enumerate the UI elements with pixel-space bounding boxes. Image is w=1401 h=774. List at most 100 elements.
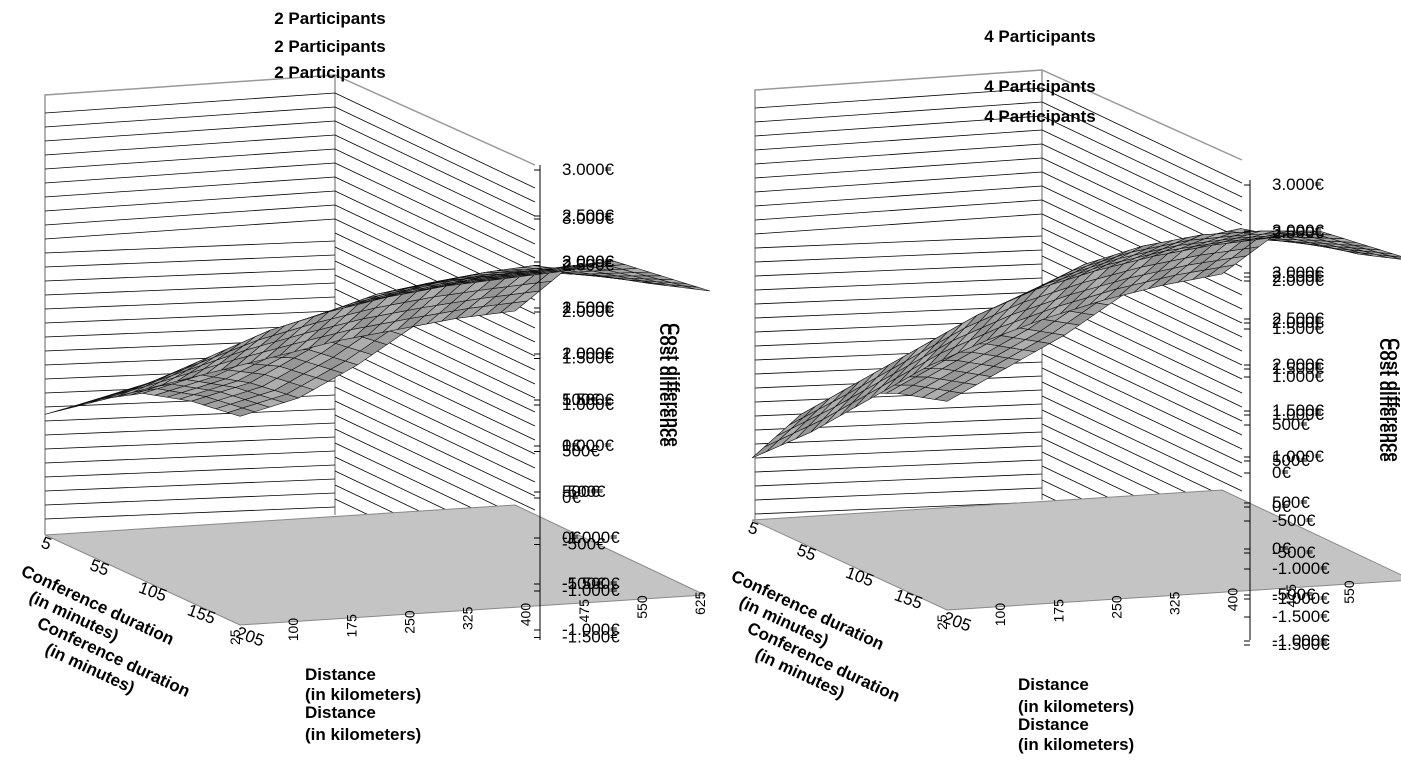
z-tick-label: 2.000€ bbox=[562, 302, 615, 321]
z-tick-label: 3.000€ bbox=[1272, 221, 1325, 240]
z-tick-label: -500€ bbox=[562, 482, 606, 501]
wall-gridline bbox=[44, 176, 336, 198]
z-axis-ticks: 3.000€2.500€2.000€1.500€1.000€500€0€-500… bbox=[534, 160, 620, 593]
wall-gridline bbox=[44, 436, 336, 450]
wall-gridline bbox=[754, 291, 1043, 305]
wall-gridline bbox=[44, 464, 336, 478]
z-tick-label: 2.000€ bbox=[562, 252, 615, 271]
wall-gridline bbox=[44, 204, 336, 226]
wall-gridline bbox=[1041, 381, 1243, 478]
wall-gridline bbox=[44, 506, 336, 520]
wall-gridline bbox=[1041, 87, 1243, 184]
z-tick-label: 1.000€ bbox=[562, 395, 615, 414]
z-tick-label: 1.500€ bbox=[1272, 319, 1325, 338]
z-tick-label: -1.000€ bbox=[1272, 631, 1330, 650]
wall-gridline bbox=[334, 372, 536, 469]
wall-gridline bbox=[334, 92, 536, 189]
wall-gridline bbox=[334, 176, 536, 273]
z-tick-label: 500€ bbox=[562, 482, 600, 501]
z-axis-ticks: 3.000€2.500€2.000€1.500€1.000€500€0€-500… bbox=[1244, 221, 1330, 654]
chart-title: 2 Participants bbox=[274, 9, 386, 28]
wall-frame bbox=[754, 69, 1243, 520]
x-tick-label: 175 bbox=[343, 614, 359, 638]
wall-gridline bbox=[754, 213, 1043, 235]
z-tick-label: -1.000€ bbox=[562, 528, 620, 547]
z-tick-label: -1.000€ bbox=[562, 620, 620, 639]
z-tick-label: 0€ bbox=[562, 528, 581, 547]
wall-gridline bbox=[334, 148, 536, 245]
wall-gridline bbox=[334, 358, 536, 455]
z-tick-label: 0€ bbox=[1272, 463, 1291, 482]
z-axis-ticks: 3.000€2.500€2.000€1.500€1.000€500€0€-500… bbox=[1244, 175, 1330, 626]
x-tick-label: 175 bbox=[1050, 599, 1066, 623]
z-tick-label: 0€ bbox=[562, 488, 581, 507]
surface-cell bbox=[751, 439, 780, 459]
z-tick-label: 2.000€ bbox=[1272, 313, 1325, 332]
wall-gridline bbox=[44, 478, 336, 492]
chart-title: 4 Participants bbox=[984, 107, 1096, 126]
z-tick-label: 2.000€ bbox=[1272, 271, 1325, 290]
z-tick-label: 3.000€ bbox=[1272, 175, 1325, 194]
wall-gridline bbox=[44, 106, 336, 128]
z-tick-label: 1.500€ bbox=[1272, 359, 1325, 378]
wall-gridline bbox=[1041, 409, 1243, 506]
z-tick-label: -1.000€ bbox=[1272, 589, 1330, 608]
wall-gridline bbox=[754, 157, 1043, 179]
wall-gridline bbox=[1041, 325, 1243, 422]
z-tick-label: 2.500€ bbox=[1272, 223, 1325, 242]
wall-gridline bbox=[44, 254, 336, 268]
x-tick-label: 400 bbox=[1225, 588, 1241, 612]
z-tick-label: 1.000€ bbox=[562, 436, 615, 455]
wall-gridline bbox=[754, 129, 1043, 151]
wall-gridline bbox=[44, 134, 336, 156]
wall-gridline bbox=[44, 240, 336, 254]
wall-gridline bbox=[754, 389, 1043, 403]
wall-gridline bbox=[334, 400, 536, 497]
chart-title: 4 Participants bbox=[984, 27, 1096, 46]
wall-gridline bbox=[44, 422, 336, 436]
chart-panel-1: 2 Participants 2 Participants 2 Participan… bbox=[18, 9, 711, 744]
x-axis-label: Distance bbox=[305, 665, 376, 684]
z-axis-ticks: 3.000€2.500€2.000€1.500€1.000€500€0€-500… bbox=[1244, 263, 1330, 650]
z-tick-label: -1.000€ bbox=[562, 581, 620, 600]
x-tick-label: 25 bbox=[934, 614, 950, 630]
z-tick-label: -1.500€ bbox=[562, 574, 620, 593]
wall-gridline bbox=[44, 92, 336, 114]
z-axis-label: Cost difference bbox=[1376, 338, 1395, 462]
z-tick-label: 0€ bbox=[1272, 539, 1291, 558]
z-tick-label: 2.000€ bbox=[562, 344, 615, 363]
x-tick-label: 625 bbox=[692, 591, 708, 615]
wall-gridline bbox=[44, 492, 336, 506]
chart-title: 2 Participants bbox=[274, 37, 386, 56]
wall-gridline bbox=[754, 263, 1043, 277]
wall-gridline bbox=[1041, 353, 1243, 450]
z-axis-label: Cost difference bbox=[656, 323, 675, 447]
x-axis-ticks: 25 100 175 250 325 400 475 550 625 bbox=[227, 591, 708, 645]
wall-gridline bbox=[1041, 101, 1243, 198]
wall-gridline bbox=[44, 218, 336, 240]
z-tick-label: -500€ bbox=[1272, 585, 1316, 604]
z-tick-label: 1.500€ bbox=[562, 390, 615, 409]
wall-gridline bbox=[754, 459, 1043, 473]
x-axis-label: Distance bbox=[1018, 675, 1089, 694]
z-tick-label: 500€ bbox=[1272, 493, 1310, 512]
wall-gridline bbox=[334, 162, 536, 259]
surface-cell bbox=[499, 300, 529, 314]
wall-gridline bbox=[1041, 115, 1243, 212]
z-tick-label: -1.500€ bbox=[1272, 607, 1330, 626]
z-axis-ticks: 3.000€2.500€2.000€1.500€1.000€500€0€-500… bbox=[534, 209, 620, 647]
z-axis-ticks: 3.000€2.500€2.000€1.500€1.000€500€0€-500… bbox=[534, 252, 620, 639]
x-tick-label: 550 bbox=[1341, 580, 1357, 604]
z-tick-label: 3.000€ bbox=[1272, 263, 1325, 282]
wall-gridline bbox=[1041, 143, 1243, 240]
z-tick-label: 3.000€ bbox=[562, 209, 615, 228]
z-tick-label: 3.000€ bbox=[562, 160, 615, 179]
wall-gridline bbox=[754, 501, 1043, 515]
wall-gridline bbox=[754, 101, 1043, 123]
wall-gridline bbox=[334, 344, 536, 441]
wall-gridline bbox=[334, 120, 536, 217]
x-axis-label: (in kilometers) bbox=[1018, 735, 1134, 754]
z-tick-label: -1.500€ bbox=[1272, 635, 1330, 654]
y-tick-label: 205 bbox=[234, 623, 267, 651]
z-tick-label: 500€ bbox=[562, 390, 600, 409]
